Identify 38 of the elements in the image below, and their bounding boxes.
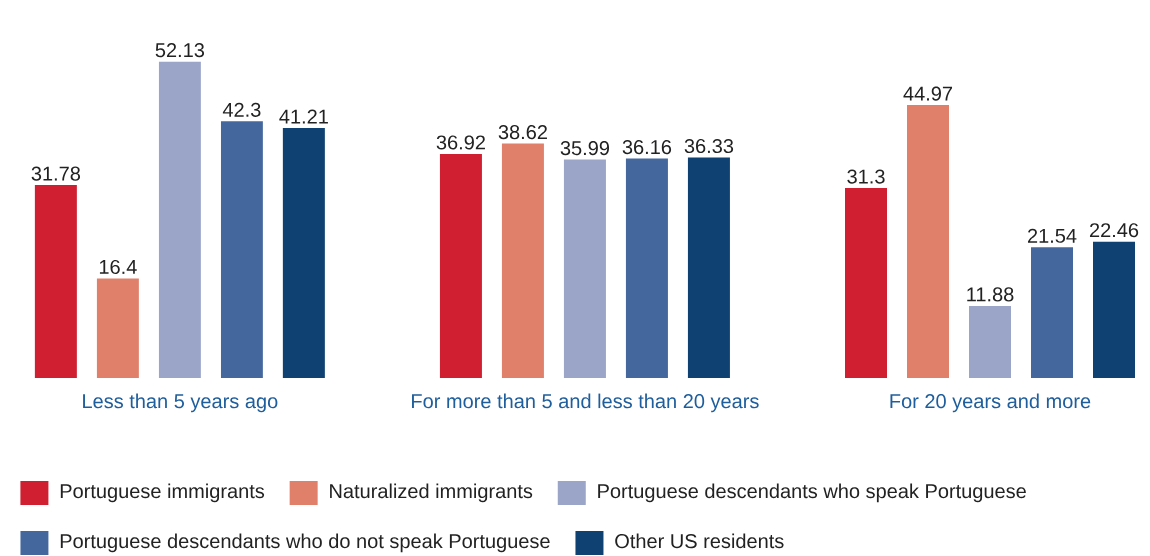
legend-label: Portuguese descendants who do not speak Portuguese bbox=[60, 533, 550, 553]
bar bbox=[1031, 247, 1073, 378]
bar bbox=[687, 157, 730, 378]
data-label: 41.21 bbox=[279, 109, 328, 124]
bar bbox=[845, 188, 887, 378]
bar bbox=[439, 153, 482, 378]
data-label: 21.54 bbox=[1027, 228, 1077, 243]
data-label: 31.3 bbox=[847, 169, 885, 184]
data-label: 22.46 bbox=[1089, 223, 1139, 238]
bar bbox=[34, 185, 77, 378]
legend-label: Portuguese descendants who speak Portuguese bbox=[598, 483, 1026, 503]
x-tick-label: For more than 5 and less than 20 years bbox=[412, 393, 759, 413]
data-label: 16.4 bbox=[99, 259, 137, 275]
data-label: 36.33 bbox=[684, 138, 734, 154]
data-label: 42.3 bbox=[222, 102, 261, 117]
data-label: 52.13 bbox=[155, 43, 205, 58]
data-label: 38.62 bbox=[498, 125, 547, 140]
legend-label: Portuguese immigrants bbox=[60, 483, 265, 503]
data-label: 31.78 bbox=[31, 166, 81, 181]
legend-label: Naturalized immigrants bbox=[330, 483, 533, 503]
data-label: 44.97 bbox=[903, 86, 953, 101]
data-label: 36.92 bbox=[436, 135, 485, 150]
x-tick-label: For 20 years and more bbox=[890, 393, 1091, 413]
bar bbox=[501, 143, 544, 378]
bar bbox=[220, 121, 263, 378]
legend-label: Other US residents bbox=[615, 533, 784, 549]
x-tick-label: Less than 5 years ago bbox=[83, 393, 278, 413]
data-label: 35.99 bbox=[560, 141, 610, 156]
bar bbox=[969, 305, 1011, 378]
bar bbox=[158, 61, 201, 378]
data-label: 36.16 bbox=[622, 139, 672, 155]
bar bbox=[907, 105, 949, 378]
bar bbox=[96, 278, 139, 378]
bar bbox=[563, 159, 606, 378]
bar bbox=[1093, 241, 1135, 378]
bar bbox=[282, 127, 325, 378]
data-label: 11.88 bbox=[967, 287, 1014, 302]
bar bbox=[625, 158, 668, 378]
